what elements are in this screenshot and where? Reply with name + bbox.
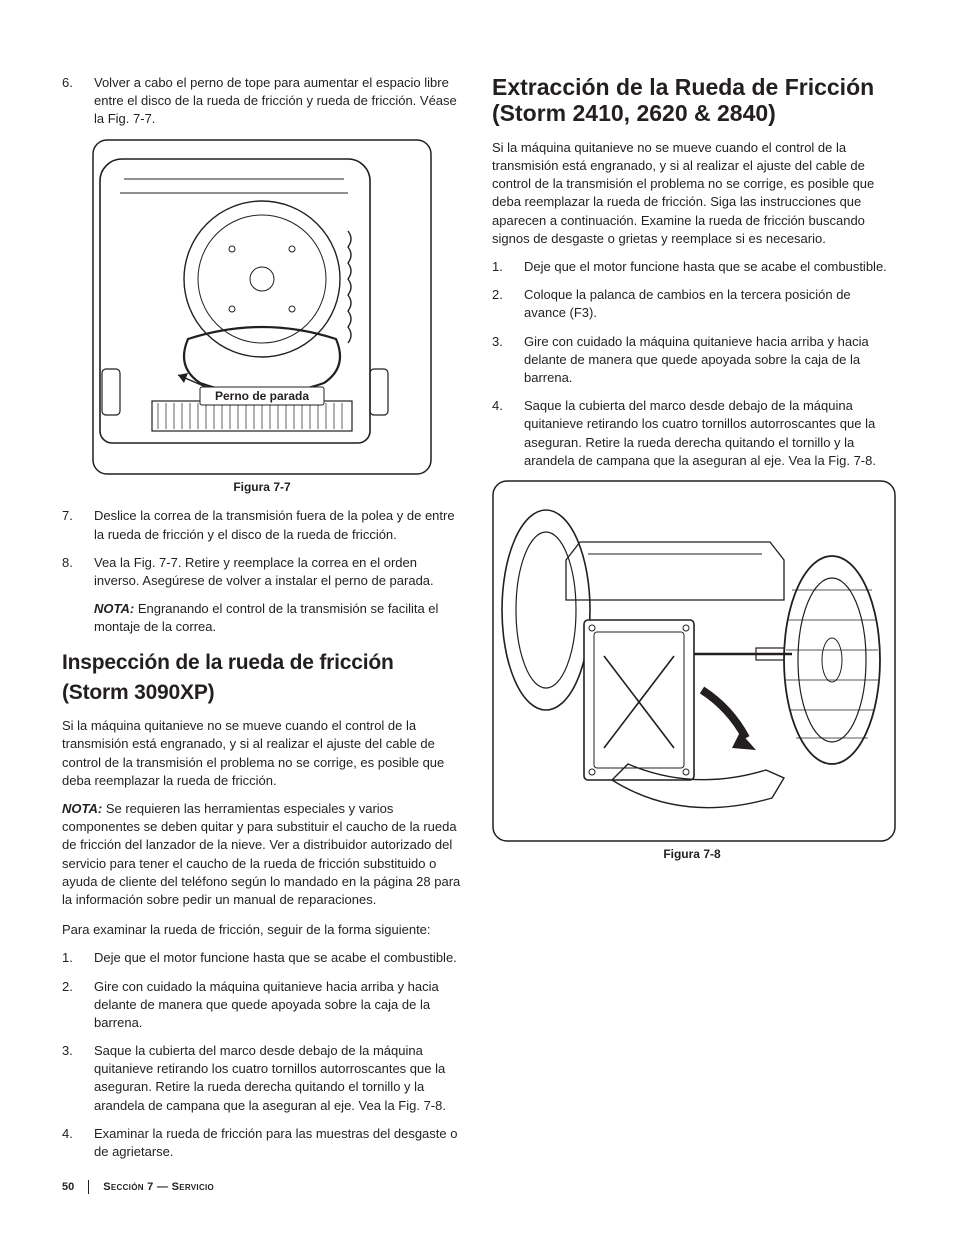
list-item: 6. Volver a cabo el perno de tope para a… bbox=[62, 74, 462, 129]
item-text: Saque la cubierta del marco desde debajo… bbox=[94, 1042, 462, 1115]
item-number: 6. bbox=[62, 74, 76, 129]
footer-divider bbox=[88, 1180, 89, 1194]
item-number: 1. bbox=[62, 949, 76, 967]
numbered-list-2: 7. Deslice la correa de la transmisión f… bbox=[62, 507, 462, 590]
list-item: 4. Saque la cubierta del marco desde deb… bbox=[492, 397, 892, 470]
item-number: 2. bbox=[492, 286, 506, 322]
list-item: 2. Gire con cuidado la máquina quitaniev… bbox=[62, 978, 462, 1033]
heading-line-2: (Storm 2410, 2620 & 2840) bbox=[492, 100, 776, 126]
figure-7-7-label: Perno de parada bbox=[215, 389, 309, 403]
item-text: Saque la cubierta del marco desde debajo… bbox=[524, 397, 892, 470]
figure-7-7-caption: Figura 7-7 bbox=[62, 479, 462, 496]
numbered-list-3: 1. Deje que el motor funcione hasta que … bbox=[62, 949, 462, 1161]
item-text: Deje que el motor funcione hasta que se … bbox=[524, 258, 892, 276]
section-label: Sección 7 — Servicio bbox=[103, 1180, 214, 1195]
item-text: Vea la Fig. 7-7. Retire y reemplace la c… bbox=[94, 554, 462, 590]
item-number: 1. bbox=[492, 258, 506, 276]
note-body: Se requieren las herramientas especiales… bbox=[62, 801, 460, 907]
list-item: 8. Vea la Fig. 7-7. Retire y reemplace l… bbox=[62, 554, 462, 590]
heading-extraccion: Extracción de la Rueda de Fricción (Stor… bbox=[492, 74, 892, 127]
list-item: 3. Gire con cuidado la máquina quitaniev… bbox=[492, 333, 892, 388]
paragraph: Si la máquina quitanieve no se mueve cua… bbox=[62, 717, 462, 790]
figure-7-7: Perno de parada bbox=[92, 139, 432, 475]
heading-line-1: Extracción de la Rueda de Fricción bbox=[492, 74, 874, 100]
item-text: Gire con cuidado la máquina quitanieve h… bbox=[94, 978, 462, 1033]
list-item: 1. Deje que el motor funcione hasta que … bbox=[492, 258, 892, 276]
item-text: Volver a cabo el perno de tope para aume… bbox=[94, 74, 462, 129]
item-number: 3. bbox=[62, 1042, 76, 1115]
list-item: 1. Deje que el motor funcione hasta que … bbox=[62, 949, 462, 967]
item-number: 8. bbox=[62, 554, 76, 590]
list-item: 4. Examinar la rueda de fricción para la… bbox=[62, 1125, 462, 1161]
paragraph: Para examinar la rueda de fricción, segu… bbox=[62, 921, 462, 939]
note-block: NOTA: Se requieren las herramientas espe… bbox=[62, 800, 462, 909]
numbered-list-1: 6. Volver a cabo el perno de tope para a… bbox=[62, 74, 462, 129]
note-label: NOTA: bbox=[62, 801, 102, 816]
paragraph: Si la máquina quitanieve no se mueve cua… bbox=[492, 139, 892, 248]
list-item: 7. Deslice la correa de la transmisión f… bbox=[62, 507, 462, 543]
item-number: 3. bbox=[492, 333, 506, 388]
item-number: 4. bbox=[492, 397, 506, 470]
right-column: Extracción de la Rueda de Fricción (Stor… bbox=[492, 74, 892, 1171]
note-label: NOTA: bbox=[94, 601, 134, 616]
left-column: 6. Volver a cabo el perno de tope para a… bbox=[62, 74, 462, 1171]
item-number: 7. bbox=[62, 507, 76, 543]
item-text: Deslice la correa de la transmisión fuer… bbox=[94, 507, 462, 543]
page-number: 50 bbox=[62, 1180, 74, 1195]
page-footer: 50 Sección 7 — Servicio bbox=[62, 1180, 214, 1195]
numbered-list-4: 1. Deje que el motor funcione hasta que … bbox=[492, 258, 892, 470]
item-text: Coloque la palanca de cambios en la terc… bbox=[524, 286, 892, 322]
figure-7-8 bbox=[492, 480, 896, 842]
figure-7-8-caption: Figura 7-8 bbox=[492, 846, 892, 863]
item-text: Deje que el motor funcione hasta que se … bbox=[94, 949, 462, 967]
list-item: 3. Saque la cubierta del marco desde deb… bbox=[62, 1042, 462, 1115]
two-column-layout: 6. Volver a cabo el perno de tope para a… bbox=[62, 74, 892, 1171]
item-number: 2. bbox=[62, 978, 76, 1033]
list-item: 2. Coloque la palanca de cambios en la t… bbox=[492, 286, 892, 322]
subheading-inspeccion: Inspección de la rueda de fricción (Stor… bbox=[62, 648, 462, 707]
note-inline: NOTA: Engranando el control de la transm… bbox=[94, 600, 462, 636]
item-text: Gire con cuidado la máquina quitanieve h… bbox=[524, 333, 892, 388]
item-number: 4. bbox=[62, 1125, 76, 1161]
note-body: Engranando el control de la transmisión … bbox=[94, 601, 438, 634]
item-text: Examinar la rueda de fricción para las m… bbox=[94, 1125, 462, 1161]
